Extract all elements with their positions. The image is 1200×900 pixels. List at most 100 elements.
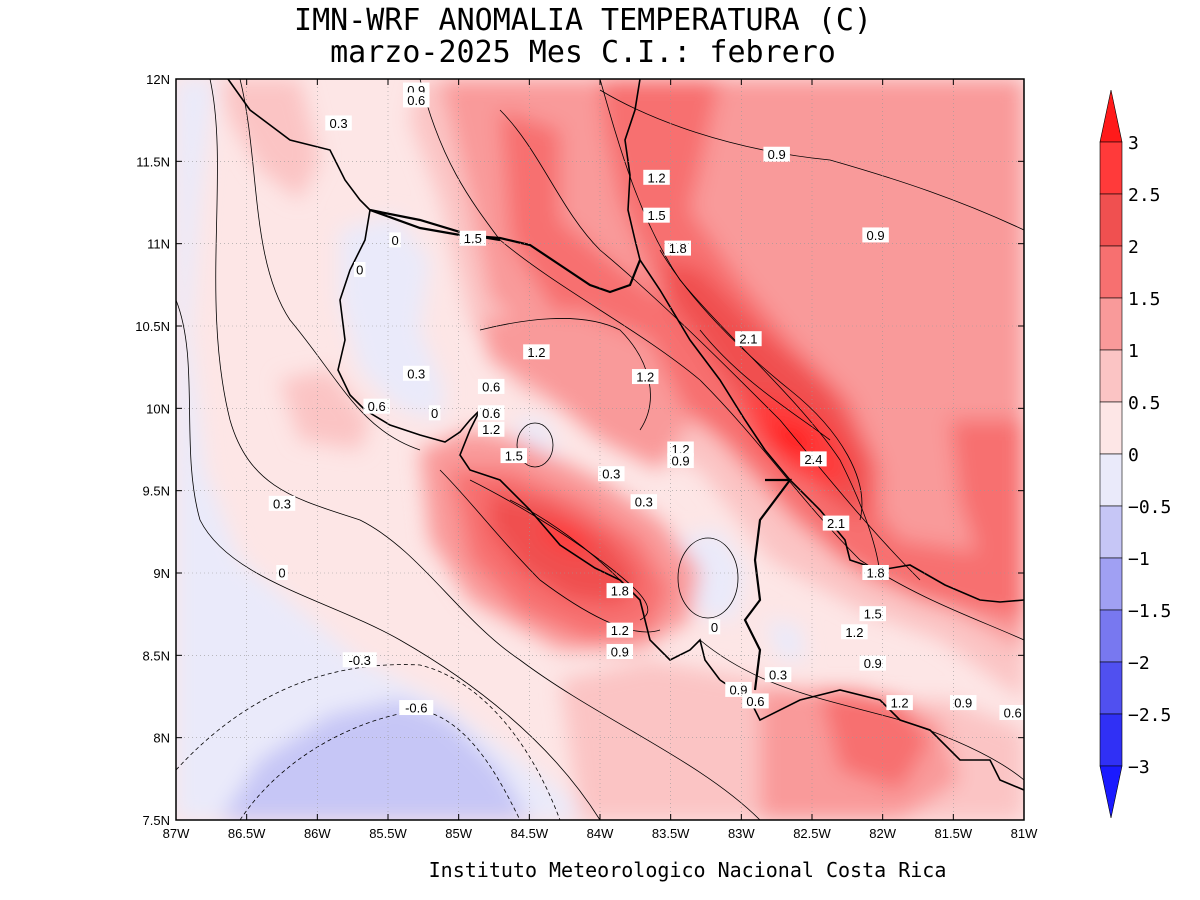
contour-label: 2.4 (804, 452, 822, 467)
contour-neg03 (176, 664, 561, 820)
contour-label: 1.5 (464, 231, 482, 246)
contour-label: 1.8 (669, 241, 687, 256)
contour-label-bg (862, 227, 889, 243)
pos-north-right (880, 79, 1024, 170)
pos-east-edge (950, 420, 1024, 600)
contour-label-bg (606, 622, 634, 638)
contour-label: 0.9 (672, 454, 690, 469)
border-nicaragua-costarica (369, 208, 642, 294)
contour-label: 0 (711, 620, 718, 635)
contour-label: 0.9 (768, 147, 786, 162)
contour-label-bg (500, 448, 528, 464)
contour-label: 0 (356, 263, 363, 278)
colorbar-bottom-arrow (1099, 765, 1123, 819)
colorbar-level-label: 3 (1128, 133, 1139, 154)
colorbar-level-label: −1 (1128, 549, 1150, 570)
neg-region-west (176, 79, 590, 820)
contour-label-bg (664, 240, 691, 256)
colorbar-level-label: 1 (1128, 341, 1139, 362)
contour-label-bg (403, 92, 430, 108)
institution-credit: Instituto Meteorologico Nacional Costa R… (428, 858, 947, 882)
pos-caribbean-3 (500, 110, 1024, 620)
contour-label-bg (276, 565, 288, 580)
contour-label-bg (363, 398, 390, 414)
colorbar-swatch (1099, 193, 1123, 247)
y-tick-label: 12N (146, 72, 170, 87)
contour-label: 1.5 (505, 449, 523, 464)
contour-label-bg (459, 230, 487, 246)
contour-label: 1.2 (891, 696, 909, 711)
contour-label: 1.2 (482, 422, 500, 437)
x-tick-label: 86.5W (228, 826, 266, 841)
contour-label-bg (643, 207, 670, 223)
pos-southeast-3 (820, 690, 930, 790)
contour-label: 0.6 (482, 406, 500, 421)
contour-label: 0 (431, 406, 438, 421)
x-tick-label: 82.5W (793, 826, 831, 841)
contour-label-bg (268, 495, 296, 511)
contour-labels: 0.90.60.30.91.21.51.51.80.9001.22.11.20.… (268, 82, 1024, 720)
contour-label-bg (342, 652, 377, 668)
contour-label: 1.2 (636, 370, 654, 385)
pos-nw-pink (220, 79, 320, 200)
contour-label: 0.6 (368, 399, 386, 414)
contour-label-bg (389, 232, 401, 248)
map-subtitle: marzo-2025 Mes C.I.: febrero (330, 35, 836, 70)
national-border (369, 208, 793, 691)
contour-label: 1.2 (527, 345, 545, 360)
contour-1.8 (659, 249, 863, 521)
contour-label: 0.3 (602, 467, 620, 482)
contour-pale-valley (516, 422, 554, 468)
colorbar-level-label: −3 (1128, 757, 1150, 778)
x-tick-label: 84.5W (511, 826, 549, 841)
contour-label: 0 (391, 233, 398, 248)
contour-south-1.8 (509, 499, 621, 581)
contour-label-bg (523, 344, 550, 360)
contour-label-bg (477, 405, 505, 421)
colorbar-swatch (1099, 453, 1123, 507)
contour-label-bg (859, 606, 887, 622)
y-tick-label: 9N (153, 566, 170, 581)
y-tick-label: 8.5N (143, 648, 170, 663)
y-tick-label: 10.5N (135, 319, 170, 334)
contour-label: 0.6 (746, 694, 764, 709)
contour-pale-south (677, 537, 739, 619)
neg-region-south (220, 700, 530, 820)
coast-nicoya (337, 209, 481, 443)
border-costarica-panama (743, 478, 793, 691)
y-tick-label: 11.5N (136, 154, 170, 169)
contour-label-bg (643, 169, 670, 185)
y-tick-label: 9.5N (143, 484, 170, 499)
contour-label-bg (399, 700, 434, 716)
coast-nicaragua-pacific (227, 79, 371, 211)
contour-label-bg (742, 693, 769, 709)
contour-label: 0.9 (864, 656, 882, 671)
colorbar-level-label: 0.5 (1128, 393, 1161, 414)
colorbar-level-label: 0 (1128, 445, 1139, 466)
contour-label-bg (800, 451, 827, 467)
colorbar-level-label: −0.5 (1128, 497, 1171, 518)
contour-label-bg (598, 466, 625, 482)
contour-label-bg (606, 644, 634, 660)
contour-label: 2.1 (739, 332, 757, 347)
colorbar-swatch (1099, 141, 1123, 195)
x-tick-label: 81.5W (935, 826, 973, 841)
contour-central (479, 318, 651, 431)
contour-0 (176, 299, 601, 820)
contour-label-bg (886, 695, 913, 711)
contour-label-bg (725, 681, 752, 697)
contour-label-bg (630, 494, 658, 510)
colorbar-level-label: 2.5 (1128, 185, 1161, 206)
contour-lines (176, 79, 1024, 820)
contour-label-bg (403, 365, 430, 381)
anomaly-field: 0.90.60.30.91.21.51.51.80.9001.22.11.20.… (176, 79, 1024, 820)
contour-0.9 (419, 79, 1024, 641)
x-tick-label: 84W (587, 826, 614, 841)
colorbar-swatch (1099, 297, 1123, 351)
contour-label-bg (764, 667, 792, 683)
contour-label: 0.3 (273, 496, 291, 511)
x-tick-label: 86W (304, 826, 331, 841)
x-tick-label: 82W (869, 826, 896, 841)
contour-label-bg (667, 441, 694, 457)
